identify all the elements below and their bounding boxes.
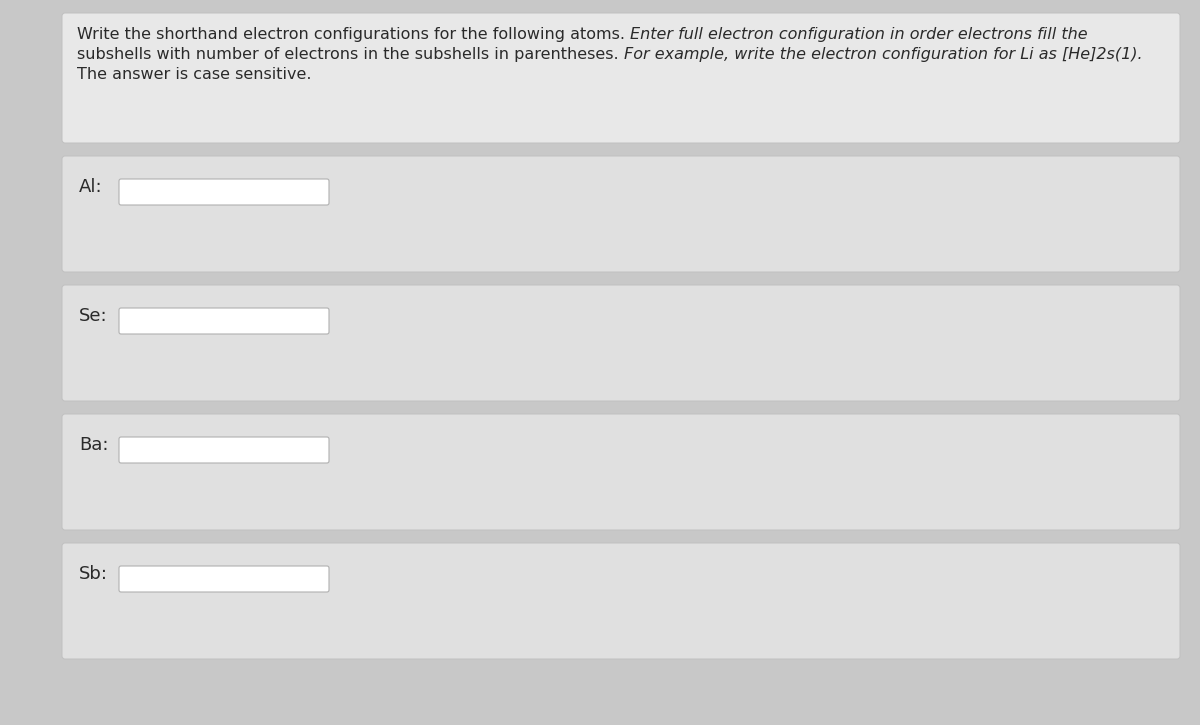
Text: Se:: Se:	[79, 307, 108, 325]
Text: Write the shorthand electron configurations for the following atoms.: Write the shorthand electron configurati…	[77, 27, 630, 42]
FancyBboxPatch shape	[119, 566, 329, 592]
Text: The answer is case sensitive.: The answer is case sensitive.	[77, 67, 312, 82]
Text: Al:: Al:	[79, 178, 103, 196]
Text: Enter full electron configuration in order electrons fill the: Enter full electron configuration in ord…	[630, 27, 1087, 42]
FancyBboxPatch shape	[62, 13, 1180, 143]
Text: Ba:: Ba:	[79, 436, 108, 454]
Text: subshells with number of electrons in the subshells in parentheses.: subshells with number of electrons in th…	[77, 47, 624, 62]
FancyBboxPatch shape	[62, 285, 1180, 401]
Text: For example, write the electron configuration for Li as [He]2s(1).: For example, write the electron configur…	[624, 47, 1142, 62]
FancyBboxPatch shape	[62, 543, 1180, 659]
FancyBboxPatch shape	[119, 179, 329, 205]
FancyBboxPatch shape	[62, 414, 1180, 530]
FancyBboxPatch shape	[62, 156, 1180, 272]
Text: Sb:: Sb:	[79, 565, 108, 583]
FancyBboxPatch shape	[119, 308, 329, 334]
FancyBboxPatch shape	[119, 437, 329, 463]
